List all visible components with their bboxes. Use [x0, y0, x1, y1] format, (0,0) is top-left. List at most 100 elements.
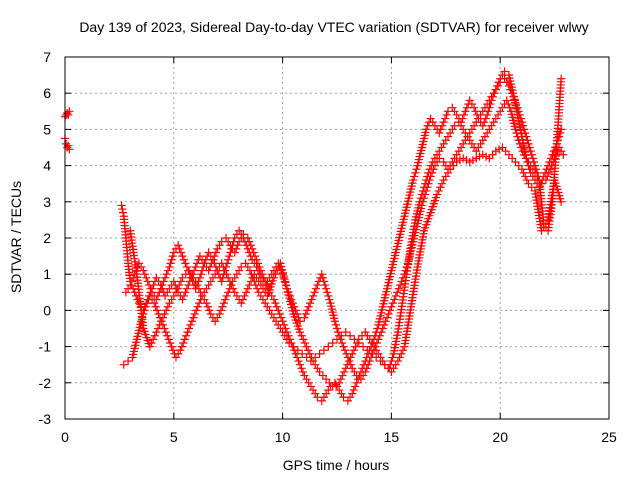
data-point	[293, 346, 302, 355]
data-point	[332, 324, 342, 333]
data-point	[277, 265, 287, 274]
data-point	[502, 96, 511, 105]
data-point	[518, 121, 528, 130]
data-point	[524, 179, 533, 188]
data-point	[390, 346, 399, 355]
data-point	[428, 202, 437, 211]
data-point	[216, 306, 226, 315]
data-point	[225, 277, 234, 286]
data-point	[429, 199, 438, 208]
data-point	[182, 331, 191, 340]
data-point	[288, 306, 297, 315]
data-point	[325, 295, 334, 304]
data-point	[277, 262, 286, 271]
data-point	[282, 284, 292, 293]
data-point	[322, 375, 331, 384]
data-point	[416, 149, 425, 158]
data-point	[519, 138, 528, 147]
data-point	[348, 389, 357, 398]
data-point	[253, 266, 263, 275]
data-point	[478, 121, 487, 130]
data-point	[217, 259, 226, 268]
data-point	[508, 154, 517, 163]
data-point	[388, 263, 397, 272]
data-point	[220, 266, 230, 275]
data-point	[286, 297, 295, 306]
data-point	[326, 299, 335, 308]
data-point	[507, 110, 516, 119]
data-point	[129, 350, 138, 359]
data-point	[179, 338, 188, 348]
data-point	[240, 291, 249, 301]
data-point	[139, 324, 148, 333]
data-point	[169, 277, 178, 286]
data-point	[414, 216, 423, 225]
data-point	[363, 346, 372, 355]
data-point	[300, 338, 310, 348]
data-point	[410, 231, 419, 240]
data-point	[434, 186, 443, 196]
data-point	[419, 194, 429, 203]
data-marks	[60, 67, 568, 405]
data-point	[167, 255, 176, 264]
data-point	[240, 237, 249, 246]
data-point	[533, 168, 542, 177]
x-tick-label: 10	[275, 429, 291, 445]
data-point	[64, 110, 73, 120]
data-point	[339, 393, 348, 402]
data-point	[192, 306, 201, 315]
data-point	[426, 208, 435, 217]
data-point	[385, 306, 395, 315]
data-point	[283, 287, 292, 296]
data-point	[211, 248, 220, 257]
y-tick-label: 3	[43, 194, 51, 210]
data-point	[217, 277, 226, 286]
data-point	[286, 300, 296, 309]
data-point	[546, 165, 555, 174]
data-point	[449, 161, 458, 170]
data-point	[215, 309, 224, 319]
data-point	[128, 353, 137, 362]
data-point	[528, 154, 537, 163]
data-point	[280, 275, 289, 284]
data-point	[462, 103, 471, 112]
data-point	[197, 266, 207, 275]
data-point	[378, 324, 387, 333]
data-point	[532, 165, 541, 174]
data-point	[500, 67, 509, 76]
data-point	[265, 285, 274, 294]
data-point	[341, 364, 350, 373]
data-point	[559, 150, 568, 159]
data-point	[361, 367, 370, 377]
data-point	[351, 342, 360, 351]
data-point	[130, 344, 139, 353]
data-point	[217, 237, 226, 246]
data-point	[406, 188, 415, 197]
data-point	[298, 349, 307, 358]
data-point	[386, 269, 395, 278]
data-point	[181, 259, 190, 268]
data-point	[281, 278, 290, 287]
data-point	[299, 335, 308, 344]
data-point	[179, 291, 189, 301]
data-point	[522, 132, 531, 141]
data-point	[146, 284, 155, 293]
data-point	[404, 194, 413, 203]
data-point	[421, 223, 430, 232]
data-point	[65, 145, 74, 154]
data-point	[139, 266, 148, 275]
data-point	[313, 280, 322, 290]
data-point	[297, 364, 306, 373]
data-point	[514, 136, 523, 145]
data-point	[427, 205, 436, 214]
data-point	[392, 334, 401, 343]
data-point	[176, 277, 185, 286]
data-point	[509, 92, 518, 101]
data-point	[469, 103, 479, 112]
data-point	[388, 260, 397, 269]
data-point	[343, 360, 352, 369]
data-point	[485, 154, 494, 163]
data-point	[422, 220, 431, 229]
data-point	[513, 132, 522, 141]
data-point	[389, 257, 398, 266]
